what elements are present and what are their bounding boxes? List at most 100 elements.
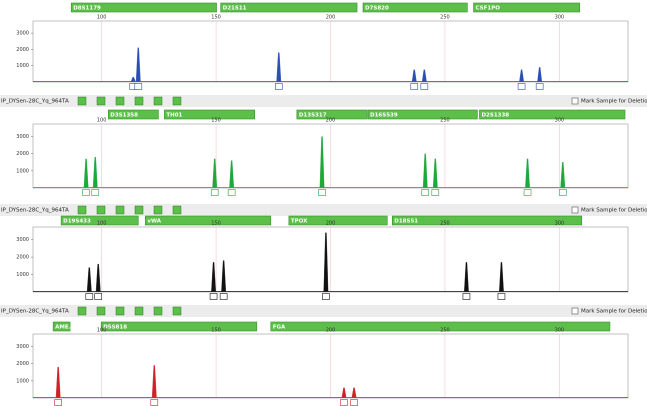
allele-box[interactable]: [523, 189, 532, 196]
toolbar-button[interactable]: [77, 96, 87, 106]
locus-name: vWA: [147, 218, 161, 224]
allele-box[interactable]: [322, 293, 330, 300]
locus-bin[interactable]: [367, 109, 478, 120]
y-tick-label: 2000: [16, 47, 29, 53]
locus-name: TPOX: [291, 218, 308, 224]
toolbar-button[interactable]: [134, 306, 144, 316]
allele-box[interactable]: [462, 293, 471, 300]
allele-box[interactable]: [420, 83, 429, 90]
peak: [341, 387, 347, 398]
allele-box[interactable]: [85, 293, 94, 300]
x-tick-label: 100: [97, 118, 107, 124]
locus-bin[interactable]: [107, 109, 159, 120]
y-tick-label: 3000: [16, 344, 29, 350]
locus-bin[interactable]: [220, 2, 358, 13]
locus-bin[interactable]: [60, 215, 139, 226]
locus-name: D18S51: [394, 218, 418, 224]
locus-bin[interactable]: [391, 215, 583, 226]
allele-box[interactable]: [54, 399, 62, 406]
allele-box[interactable]: [150, 399, 159, 406]
allele-box[interactable]: [340, 399, 348, 406]
toolbar-button[interactable]: [96, 205, 106, 215]
allele-box[interactable]: [421, 189, 430, 196]
allele-box[interactable]: [219, 293, 228, 300]
toolbar-button[interactable]: [134, 96, 144, 106]
peak: [221, 260, 226, 292]
y-tick-label: 3000: [16, 134, 29, 140]
y-tick-label: 3000: [16, 237, 29, 243]
x-tick-label: 100: [97, 221, 107, 227]
locus-bin[interactable]: [479, 109, 626, 120]
peak: [411, 69, 417, 82]
locus-bin[interactable]: [270, 321, 611, 332]
x-tick-label: 100: [97, 15, 107, 21]
locus-name: D3S1358: [110, 112, 138, 118]
locus-bin[interactable]: [473, 2, 581, 13]
checkbox[interactable]: [571, 206, 579, 214]
allele-box[interactable]: [274, 83, 283, 90]
x-tick-label: 150: [211, 15, 221, 21]
locus-bin[interactable]: [288, 215, 388, 226]
toolbar-button[interactable]: [172, 306, 182, 316]
toolbar-button[interactable]: [134, 205, 144, 215]
y-tick-label: 1000: [16, 63, 29, 69]
peak: [135, 47, 141, 82]
checkbox-label: Mark Sample for Deletion: [581, 208, 647, 214]
peak: [323, 232, 329, 292]
allele-box[interactable]: [209, 293, 218, 300]
x-tick-label: 150: [211, 328, 221, 334]
toolbar-button[interactable]: [153, 306, 163, 316]
toolbar-button[interactable]: [172, 96, 182, 106]
allele-box[interactable]: [535, 83, 544, 90]
allele-box[interactable]: [91, 189, 100, 196]
allele-box[interactable]: [410, 83, 419, 90]
checkbox[interactable]: [571, 97, 579, 105]
allele-box[interactable]: [210, 189, 219, 196]
allele-box[interactable]: [431, 189, 440, 196]
allele-box[interactable]: [558, 189, 567, 196]
toolbar-button[interactable]: [153, 96, 163, 106]
allele-box[interactable]: [82, 189, 90, 196]
x-tick-label: 300: [555, 15, 565, 21]
locus-bin[interactable]: [145, 215, 272, 226]
locus-bin[interactable]: [52, 321, 71, 332]
sample-name: IP_DYSen-28C_Yq_964TA: [1, 99, 69, 105]
locus-bin[interactable]: [296, 109, 368, 120]
x-tick-label: 300: [555, 118, 565, 124]
allele-box[interactable]: [227, 189, 236, 196]
locus-bin[interactable]: [100, 321, 258, 332]
peak: [130, 76, 136, 82]
peak: [537, 67, 543, 82]
locus-bin[interactable]: [362, 2, 468, 13]
allele-box[interactable]: [350, 399, 358, 406]
locus-name: D16S539: [370, 112, 398, 118]
locus-name: D2S1338: [481, 112, 509, 118]
toolbar-button[interactable]: [96, 306, 106, 316]
toolbar-button[interactable]: [115, 306, 125, 316]
x-tick-label: 250: [440, 221, 450, 227]
x-tick-label: 150: [211, 221, 221, 227]
x-tick-label: 100: [97, 328, 107, 334]
allele-box[interactable]: [517, 83, 526, 90]
peak: [560, 162, 566, 188]
allele-box[interactable]: [318, 189, 326, 196]
allele-box[interactable]: [94, 293, 103, 300]
peak: [212, 158, 218, 188]
checkbox[interactable]: [571, 307, 579, 315]
allele-box[interactable]: [134, 83, 143, 90]
locus-name: D8S1179: [73, 5, 101, 11]
toolbar-button[interactable]: [172, 205, 182, 215]
peak: [525, 158, 530, 188]
locus-bin[interactable]: [164, 109, 256, 120]
toolbar-button[interactable]: [115, 205, 125, 215]
toolbar-button[interactable]: [115, 96, 125, 106]
toolbar-button[interactable]: [77, 306, 87, 316]
locus-name: FGA: [273, 324, 286, 330]
locus-bin[interactable]: [70, 2, 217, 13]
x-tick-label: 200: [326, 15, 336, 21]
toolbar-button[interactable]: [96, 96, 106, 106]
toolbar-button[interactable]: [153, 205, 163, 215]
peak: [83, 158, 89, 188]
toolbar-button[interactable]: [77, 205, 87, 215]
allele-box[interactable]: [497, 293, 506, 300]
